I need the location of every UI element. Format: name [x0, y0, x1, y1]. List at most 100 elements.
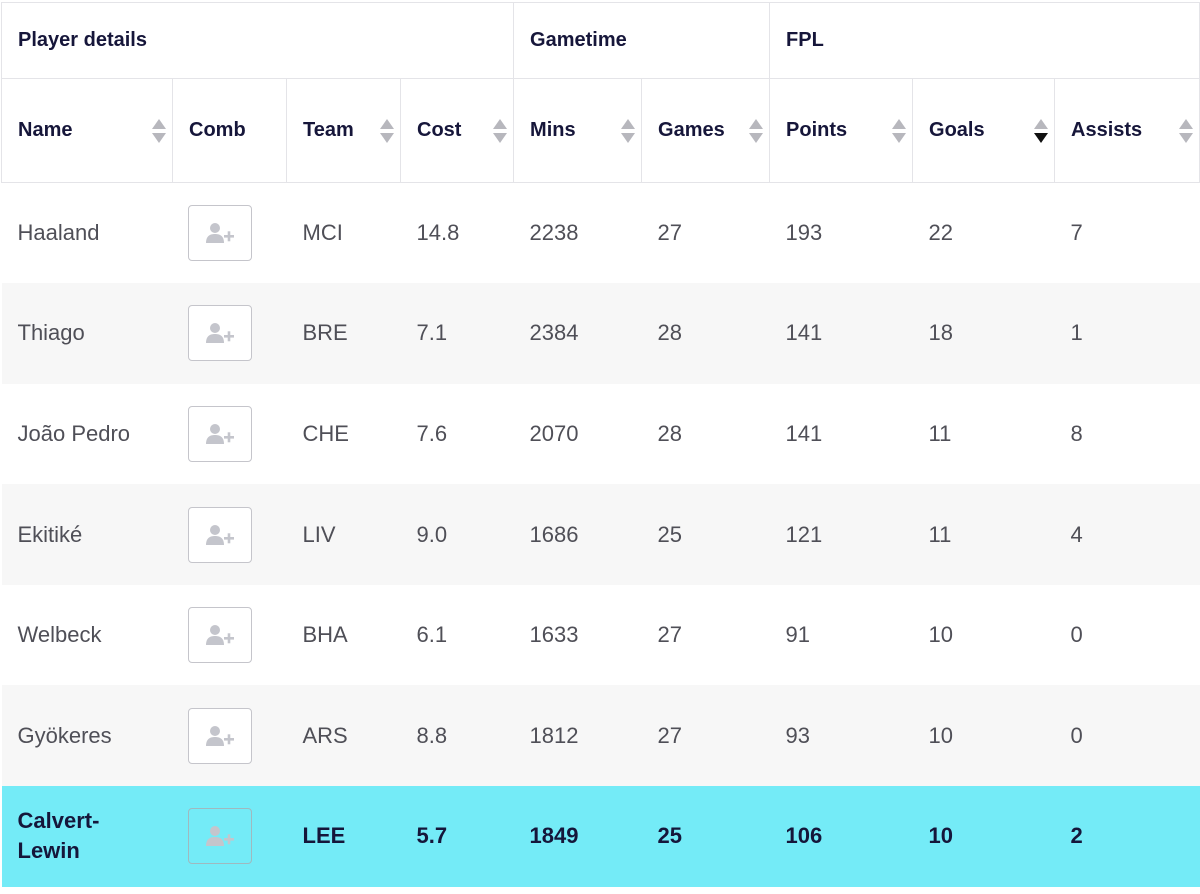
assists: 0 [1054, 584, 1200, 686]
points: 91 [769, 584, 913, 686]
player-name: Ekitiké [1, 484, 173, 585]
add-to-comb-button[interactable] [187, 305, 252, 362]
mins: 2238 [513, 182, 642, 284]
team: BHA [286, 584, 401, 686]
team: BRE [286, 283, 401, 384]
column-label-team: Team [303, 119, 354, 141]
assists: 8 [1054, 383, 1200, 485]
points: 106 [769, 786, 913, 887]
player-name: João Pedro [1, 383, 173, 485]
column-header-name[interactable]: Name [1, 78, 173, 183]
add-user-icon [205, 826, 234, 847]
add-user-icon [205, 725, 234, 746]
add-to-comb-button[interactable] [187, 707, 252, 764]
sort-icon[interactable] [380, 118, 394, 144]
games: 25 [641, 484, 770, 585]
comb-cell [172, 182, 287, 284]
goals: 11 [912, 383, 1055, 485]
mins: 1812 [513, 685, 642, 787]
assists: 4 [1054, 484, 1200, 585]
comb-cell [172, 786, 287, 887]
assists: 7 [1054, 182, 1200, 284]
team: ARS [286, 685, 401, 787]
column-header-games[interactable]: Games [641, 78, 771, 183]
table-row[interactable]: Ekitiké LIV 9.0 1686 25 121 11 4 [1, 484, 1200, 585]
comb-cell [172, 685, 287, 787]
column-header-assists[interactable]: Assists [1054, 78, 1200, 183]
add-to-comb-button[interactable] [187, 808, 252, 865]
assists: 2 [1054, 786, 1200, 887]
column-label-cost: Cost [417, 119, 462, 141]
add-user-icon [205, 323, 234, 344]
comb-cell [172, 283, 287, 384]
column-header-comb: Comb [172, 78, 287, 183]
sort-icon[interactable] [749, 118, 764, 144]
table-body: Haaland MCI 14.8 2238 27 193 22 7 Thiago [1, 182, 1200, 887]
column-label-comb: Comb [189, 119, 246, 141]
table-row[interactable]: Haaland MCI 14.8 2238 27 193 22 7 [1, 182, 1200, 284]
goals: 22 [912, 182, 1055, 284]
games: 27 [641, 685, 770, 787]
cost: 6.1 [400, 584, 514, 686]
goals: 11 [912, 484, 1055, 585]
sort-icon[interactable] [1179, 118, 1194, 144]
sort-icon[interactable] [152, 118, 166, 144]
add-to-comb-button[interactable] [187, 506, 252, 563]
header-group-row: Player details Gametime FPL [0, 2, 1200, 79]
table-row[interactable]: Welbeck BHA 6.1 1633 27 91 10 0 [1, 584, 1200, 686]
column-label-points: Points [786, 119, 848, 141]
games: 25 [641, 786, 770, 887]
column-label-mins: Mins [530, 119, 576, 141]
player-name: Haaland [1, 182, 173, 284]
column-header-points[interactable]: Points [769, 78, 914, 183]
table-row[interactable]: Calvert- Lewin LEE 5.7 1849 25 106 10 2 [1, 786, 1200, 887]
add-to-comb-button[interactable] [187, 607, 252, 664]
table-row[interactable]: Gyökeres ARS 8.8 1812 27 93 10 0 [1, 685, 1200, 787]
column-label-goals: Goals [929, 119, 985, 141]
games: 28 [641, 283, 770, 384]
goals: 10 [912, 584, 1055, 686]
header-group-player-details: Player details [0, 2, 515, 79]
sort-icon[interactable] [493, 118, 508, 144]
player-name: Welbeck [1, 584, 173, 686]
column-header-cost[interactable]: Cost [399, 78, 515, 183]
points: 193 [769, 182, 913, 284]
column-header-mins[interactable]: Mins [513, 78, 643, 183]
team: CHE [286, 383, 401, 485]
comb-cell [172, 383, 287, 485]
cost: 7.1 [400, 283, 514, 384]
mins: 1849 [513, 786, 642, 887]
comb-cell [172, 584, 287, 686]
header-group-fpl: FPL [769, 2, 1200, 79]
cost: 5.7 [400, 786, 514, 887]
sort-desc-icon[interactable] [1034, 118, 1049, 144]
player-name: Gyökeres [1, 685, 173, 787]
team: LIV [286, 484, 401, 585]
assists: 1 [1054, 283, 1200, 384]
add-to-comb-button[interactable] [187, 405, 252, 462]
table-row[interactable]: João Pedro CHE 7.6 2070 28 141 11 8 [1, 383, 1200, 485]
games: 27 [641, 584, 770, 686]
column-label-name: Name [18, 119, 73, 141]
column-header-goals[interactable]: Goals [912, 78, 1056, 183]
player-name: Thiago [1, 283, 173, 384]
table-row[interactable]: Thiago BRE 7.1 2384 28 141 18 1 [1, 283, 1200, 384]
mins: 2070 [513, 383, 642, 485]
sort-icon[interactable] [892, 118, 907, 144]
goals: 18 [912, 283, 1055, 384]
add-to-comb-button[interactable] [187, 205, 252, 262]
cost: 8.8 [400, 685, 514, 787]
points: 141 [769, 383, 913, 485]
cost: 7.6 [400, 383, 514, 485]
points: 121 [769, 484, 913, 585]
sort-icon[interactable] [621, 118, 636, 144]
add-user-icon [205, 223, 234, 244]
cost: 9.0 [400, 484, 514, 585]
points: 93 [769, 685, 913, 787]
column-header-team[interactable]: Team [286, 78, 401, 183]
comb-cell [172, 484, 287, 585]
mins: 1686 [513, 484, 642, 585]
goals: 10 [912, 786, 1055, 887]
games: 28 [641, 383, 770, 485]
